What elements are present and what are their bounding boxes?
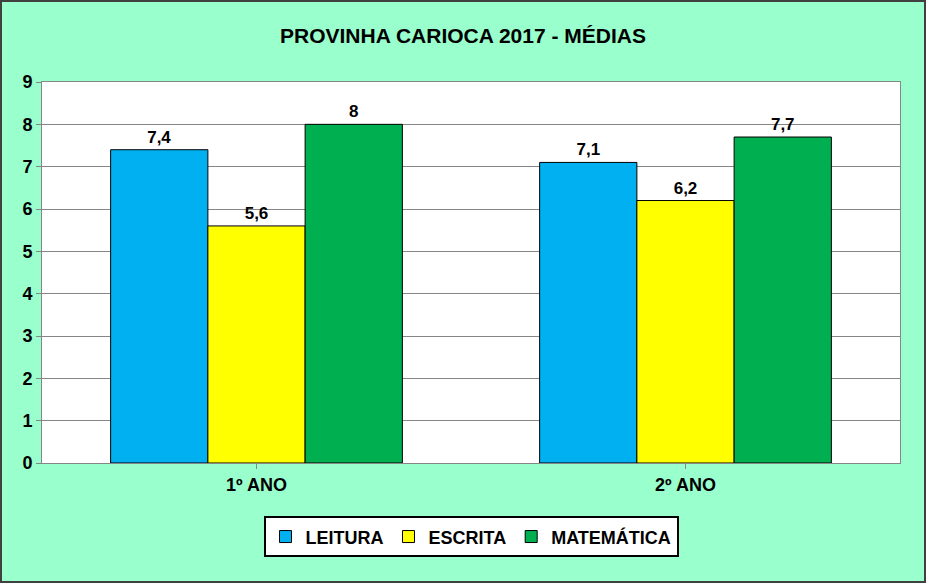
svg-text:8: 8 [22,115,32,135]
svg-text:7,4: 7,4 [147,128,171,147]
svg-text:3: 3 [22,326,32,346]
svg-text:7: 7 [22,157,32,177]
svg-text:7,1: 7,1 [576,140,600,159]
svg-text:9: 9 [22,72,32,92]
svg-text:4: 4 [22,284,32,304]
svg-text:5: 5 [22,242,32,262]
svg-text:PROVINHA CARIOCA 2017 - MÉDIAS: PROVINHA CARIOCA 2017 - MÉDIAS [280,24,646,47]
svg-text:0: 0 [22,453,32,473]
svg-text:6,2: 6,2 [674,179,698,198]
svg-text:1º ANO: 1º ANO [226,475,287,495]
svg-text:2º ANO: 2º ANO [655,475,716,495]
svg-text:2: 2 [22,369,32,389]
svg-text:5,6: 5,6 [245,204,269,223]
svg-text:6: 6 [22,199,32,219]
svg-text:LEITURA: LEITURA [306,528,384,548]
svg-text:7,7: 7,7 [771,115,795,134]
svg-text:1: 1 [22,411,32,431]
svg-text:8: 8 [349,102,358,121]
svg-text:ESCRITA: ESCRITA [429,528,507,548]
svg-text:MATEMÁTICA: MATEMÁTICA [551,527,671,548]
